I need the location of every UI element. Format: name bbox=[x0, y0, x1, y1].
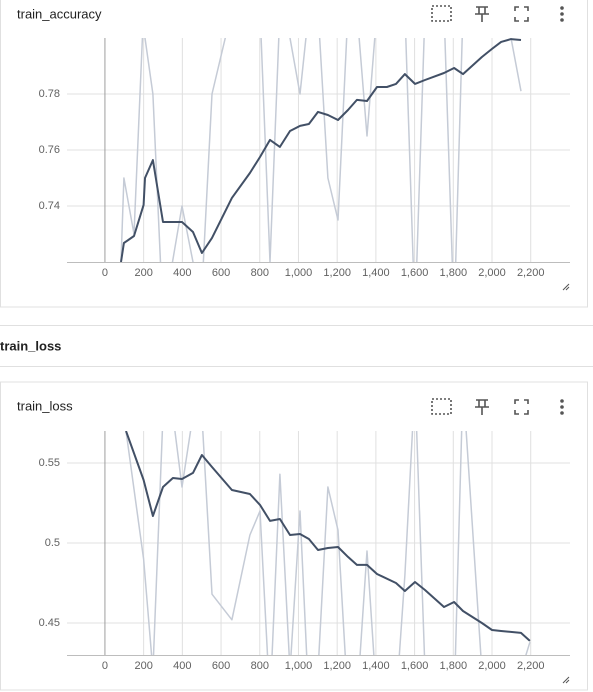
series-line bbox=[125, 431, 531, 642]
x-tick-label: 400 bbox=[173, 660, 191, 672]
fullscreen-button[interactable] bbox=[514, 399, 529, 415]
x-tick-label: 1,000 bbox=[285, 660, 313, 672]
resize-handle[interactable] bbox=[562, 283, 570, 291]
pin-button[interactable] bbox=[475, 6, 489, 22]
x-tick-label: 1,600 bbox=[401, 660, 429, 672]
card bbox=[0, 0, 588, 308]
x-tick-label: 2,000 bbox=[478, 660, 506, 672]
x-tick-label: 1,800 bbox=[440, 660, 468, 672]
plot-area bbox=[125, 431, 531, 655]
x-tick-label: 400 bbox=[173, 267, 191, 279]
resize-handle[interactable] bbox=[562, 676, 570, 684]
card bbox=[0, 381, 588, 691]
x-tick-label: 0 bbox=[102, 267, 108, 279]
x-tick-label: 800 bbox=[251, 660, 269, 672]
section-title: train_loss bbox=[0, 338, 61, 353]
fullscreen-button[interactable] bbox=[514, 6, 529, 22]
menu-button[interactable] bbox=[560, 399, 564, 415]
series-line bbox=[125, 431, 531, 655]
series-line bbox=[120, 38, 522, 262]
y-tick-label: 0.5 bbox=[45, 537, 60, 549]
chart-title: train_accuracy bbox=[17, 6, 102, 21]
card-toolbar bbox=[431, 398, 570, 684]
x-tick-label: 600 bbox=[212, 660, 230, 672]
series-line bbox=[120, 38, 522, 262]
x-tick-label: 1,800 bbox=[440, 267, 468, 279]
fit-domain-button[interactable] bbox=[431, 5, 452, 22]
x-tick-label: 2,000 bbox=[478, 267, 506, 279]
x-tick-label: 1,400 bbox=[362, 267, 390, 279]
x-tick-label: 600 bbox=[212, 267, 230, 279]
chart-title: train_loss bbox=[17, 398, 73, 413]
x-tick-label: 1,600 bbox=[401, 267, 429, 279]
x-tick-label: 2,200 bbox=[517, 267, 545, 279]
card-toolbar bbox=[431, 5, 570, 291]
x-tick-label: 2,200 bbox=[517, 660, 545, 672]
y-tick-label: 0.55 bbox=[39, 457, 60, 469]
x-tick-label: 200 bbox=[134, 267, 152, 279]
plot-area bbox=[120, 38, 522, 262]
x-tick-label: 800 bbox=[251, 267, 269, 279]
x-tick-label: 200 bbox=[134, 660, 152, 672]
y-tick-label: 0.76 bbox=[39, 144, 60, 156]
y-tick-label: 0.74 bbox=[39, 200, 60, 212]
x-tick-label: 1,200 bbox=[323, 660, 351, 672]
y-tick-label: 0.78 bbox=[39, 88, 60, 100]
y-tick-label: 0.45 bbox=[39, 617, 60, 629]
x-tick-label: 0 bbox=[102, 660, 108, 672]
x-tick-label: 1,400 bbox=[362, 660, 390, 672]
menu-button[interactable] bbox=[560, 6, 564, 22]
x-tick-label: 1,200 bbox=[323, 267, 351, 279]
x-tick-label: 1,000 bbox=[285, 267, 313, 279]
fit-domain-button[interactable] bbox=[431, 398, 452, 415]
pin-button[interactable] bbox=[475, 399, 489, 415]
